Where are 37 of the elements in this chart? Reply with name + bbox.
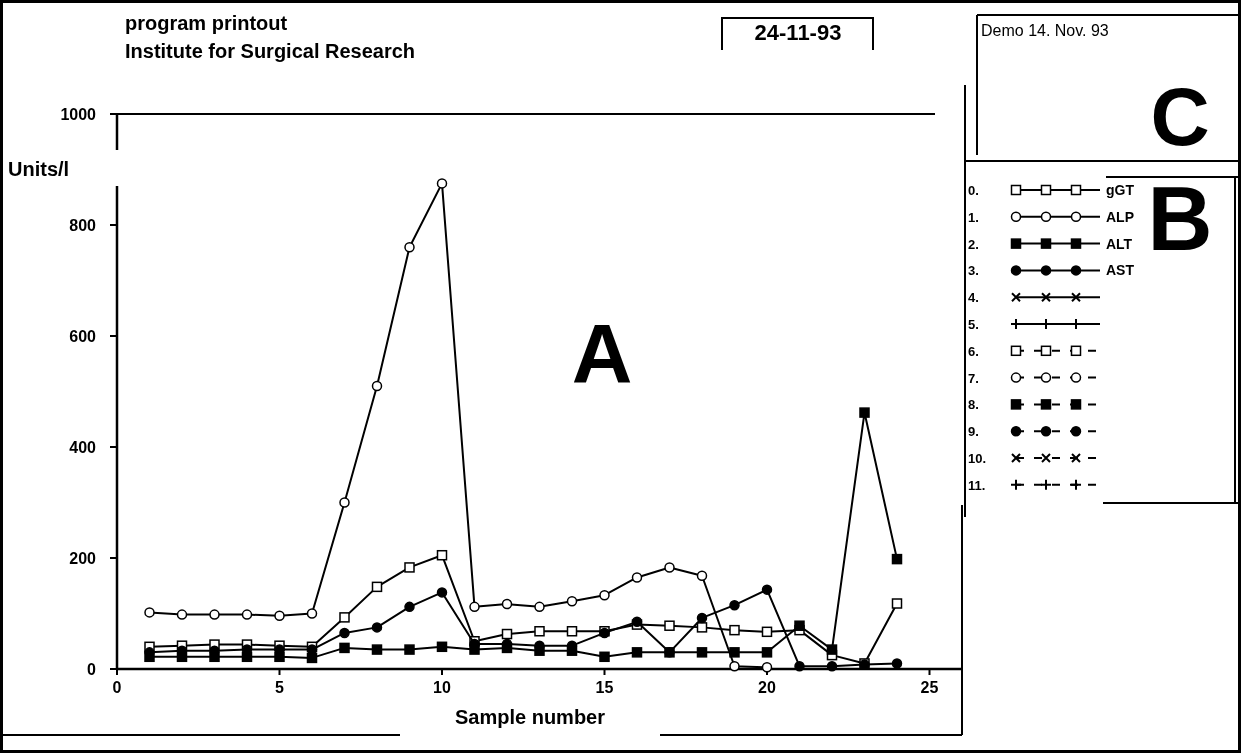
x-tick-label: 15 xyxy=(595,679,614,696)
text: C xyxy=(1150,71,1210,162)
y-tick-label: 600 xyxy=(69,328,97,345)
x-tick-label: 20 xyxy=(758,679,776,696)
y-tick-label: 200 xyxy=(69,550,97,567)
annotation: A xyxy=(571,307,633,401)
y-tick-label: 800 xyxy=(69,217,97,234)
text: 3. xyxy=(968,263,979,279)
text: 9. xyxy=(968,424,979,440)
x-tick-label: 10 xyxy=(433,679,451,696)
text: 4. xyxy=(968,290,979,306)
text: 7. xyxy=(968,370,979,386)
text: Demo 14. Nov. 93 xyxy=(981,22,1109,39)
x-tick-label: 0 xyxy=(112,679,122,696)
text: 8. xyxy=(968,397,979,413)
x-tick-label: 25 xyxy=(920,679,939,696)
y-tick-label: 1000 xyxy=(60,106,97,123)
chart-subtitle: Institute for Surgical Research xyxy=(125,40,416,62)
text: 5. xyxy=(968,317,979,332)
text: 1. xyxy=(968,209,979,225)
x-tick-label: 5 xyxy=(275,679,285,696)
text: 11. xyxy=(968,477,986,493)
y-tick-label: 0 xyxy=(87,661,97,678)
legend-label: ALP xyxy=(1106,208,1134,225)
text: 2. xyxy=(968,236,979,252)
text: B xyxy=(1147,169,1213,269)
text: 24-11-93 xyxy=(754,20,842,45)
chart-title: program printout xyxy=(125,12,288,34)
text: 6. xyxy=(968,343,979,359)
legend-label: ALT xyxy=(1106,235,1133,252)
y-axis-title: Units/l xyxy=(8,158,70,180)
text: 10. xyxy=(968,451,987,466)
x-axis-title: Sample number xyxy=(454,706,606,728)
legend-label: AST xyxy=(1106,262,1135,279)
text: 0. xyxy=(968,183,979,198)
y-tick-label: 400 xyxy=(69,439,97,456)
legend-label: gGT xyxy=(1106,182,1135,198)
